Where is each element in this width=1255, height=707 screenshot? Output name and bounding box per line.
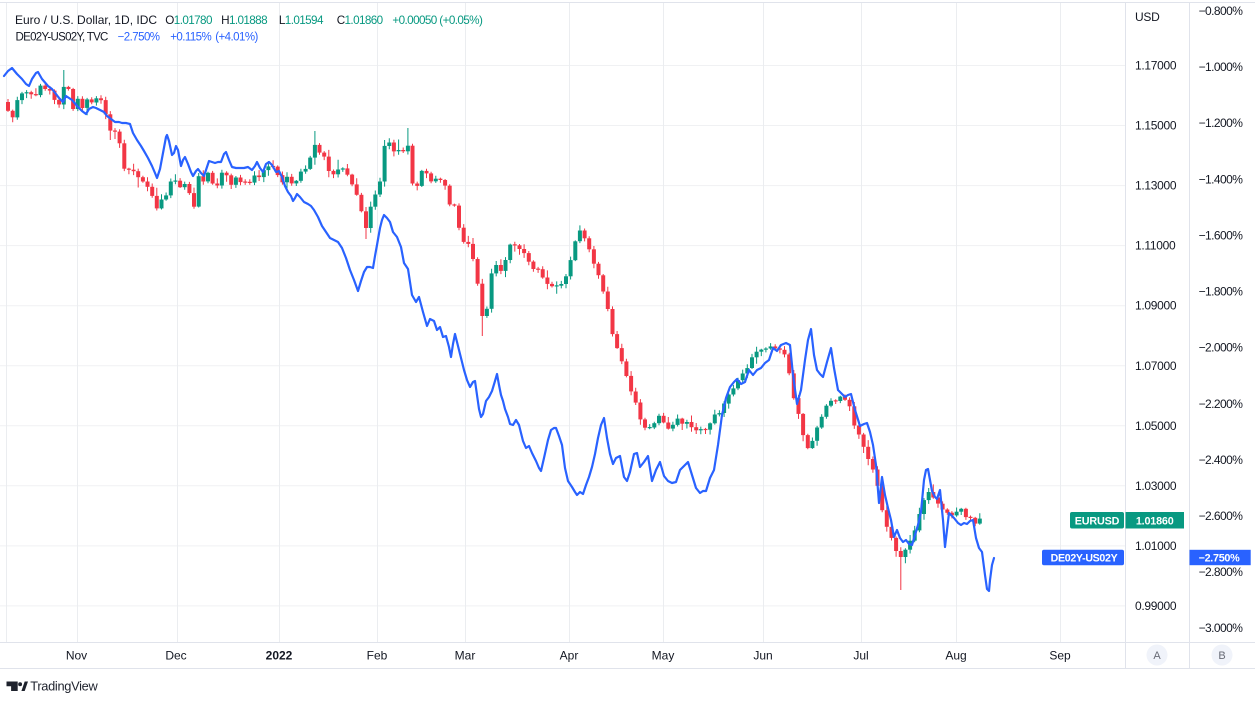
svg-text:EURUSD: EURUSD xyxy=(1075,515,1120,527)
svg-text:1.01860: 1.01860 xyxy=(1136,515,1174,527)
svg-text:−2.750%: −2.750% xyxy=(1199,553,1241,565)
svg-text:Euro / U.S. Dollar, 1D, IDC: Euro / U.S. Dollar, 1D, IDC xyxy=(15,13,157,27)
svg-text:−2.000%: −2.000% xyxy=(1199,341,1244,355)
svg-text:−2.800%: −2.800% xyxy=(1199,565,1244,579)
svg-text:−3.000%: −3.000% xyxy=(1199,621,1244,635)
svg-text:DE02Y-US02Y, TVC: DE02Y-US02Y, TVC xyxy=(16,32,109,44)
svg-text:−2.200%: −2.200% xyxy=(1199,397,1244,411)
svg-text:1.13000: 1.13000 xyxy=(1135,179,1177,193)
svg-text:0.99000: 0.99000 xyxy=(1135,599,1177,613)
svg-text:1.15000: 1.15000 xyxy=(1135,119,1177,133)
svg-text:1.11000: 1.11000 xyxy=(1135,239,1176,253)
svg-text:Apr: Apr xyxy=(560,649,579,663)
svg-text:−1.600%: −1.600% xyxy=(1199,228,1244,242)
svg-text:Mar: Mar xyxy=(455,649,476,663)
svg-text:1.01000: 1.01000 xyxy=(1135,539,1177,553)
svg-text:Jul: Jul xyxy=(853,649,868,663)
svg-text:−0.800%: −0.800% xyxy=(1199,4,1244,18)
svg-text:1.07000: 1.07000 xyxy=(1135,359,1177,373)
svg-text:USD: USD xyxy=(1135,10,1160,24)
svg-text:DE02Y-US02Y: DE02Y-US02Y xyxy=(1051,553,1118,565)
svg-text:May: May xyxy=(652,649,675,663)
svg-text:2022: 2022 xyxy=(266,649,293,663)
svg-text:B: B xyxy=(1218,650,1225,662)
svg-text:Nov: Nov xyxy=(66,649,87,663)
svg-text:−1.200%: −1.200% xyxy=(1199,116,1244,130)
svg-text:−1.000%: −1.000% xyxy=(1199,60,1244,74)
svg-text:Aug: Aug xyxy=(945,649,966,663)
svg-text:−2.600%: −2.600% xyxy=(1199,509,1244,523)
svg-text:Feb: Feb xyxy=(367,649,388,663)
svg-text:Sep: Sep xyxy=(1049,649,1071,663)
svg-text:TradingView: TradingView xyxy=(30,679,98,694)
svg-text:1.17000: 1.17000 xyxy=(1135,59,1177,73)
svg-text:−2.400%: −2.400% xyxy=(1199,453,1244,467)
svg-text:−1.800%: −1.800% xyxy=(1199,285,1244,299)
svg-text:−2.750%+0.115%(+4.01%): −2.750% +0.115% (+4.01%) xyxy=(118,32,259,44)
svg-text:1.09000: 1.09000 xyxy=(1135,299,1177,313)
svg-text:1.05000: 1.05000 xyxy=(1135,419,1177,433)
svg-text:A: A xyxy=(1153,650,1161,662)
svg-text:Dec: Dec xyxy=(165,649,186,663)
svg-text:−1.400%: −1.400% xyxy=(1199,172,1244,186)
svg-text:1.03000: 1.03000 xyxy=(1135,479,1177,493)
svg-text:Jun: Jun xyxy=(753,649,772,663)
